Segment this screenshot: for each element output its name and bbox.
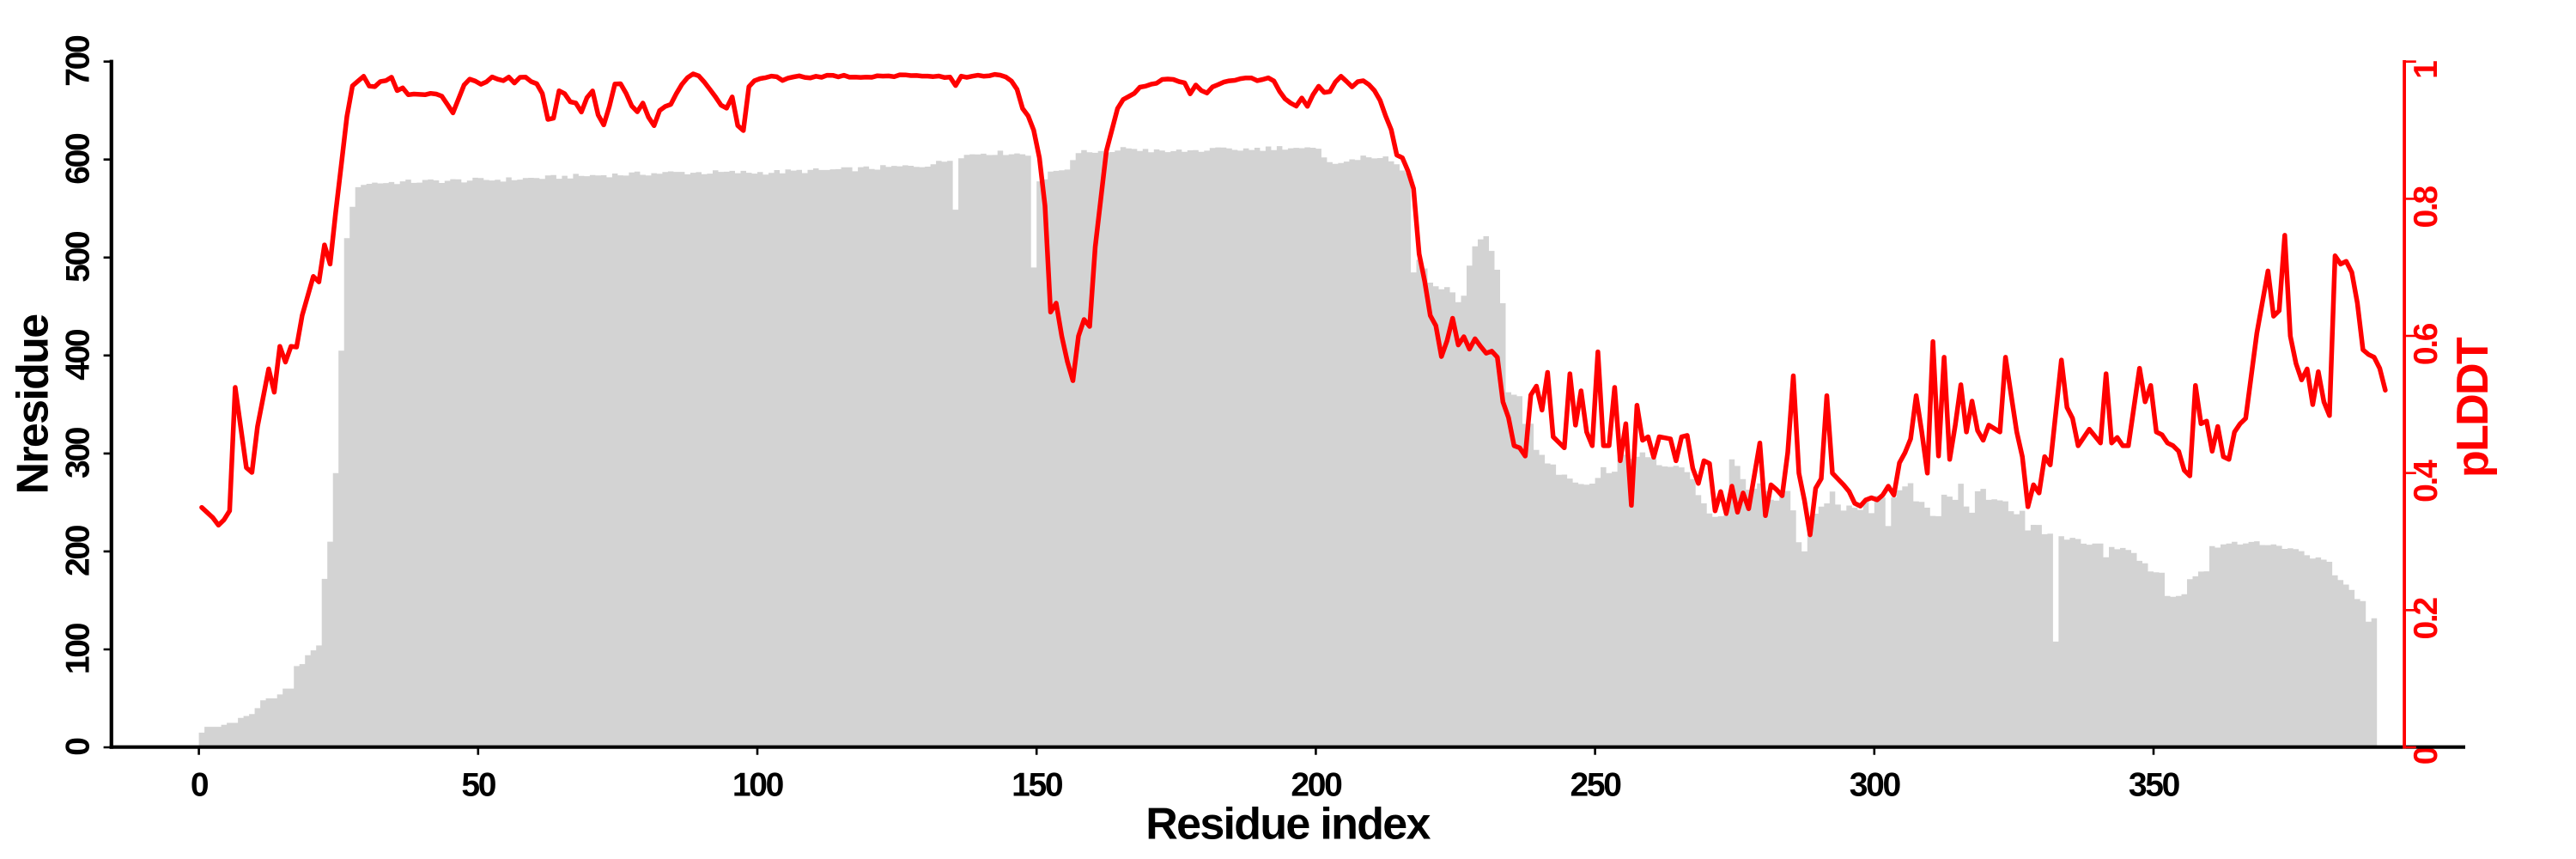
svg-text:0: 0 — [191, 766, 209, 803]
svg-text:100: 100 — [60, 623, 97, 674]
svg-text:0.2: 0.2 — [2408, 598, 2445, 640]
svg-text:Residue index: Residue index — [1145, 800, 1431, 850]
svg-text:500: 500 — [60, 231, 97, 283]
svg-text:Nresidue: Nresidue — [9, 314, 58, 495]
svg-text:pLDDT: pLDDT — [2448, 337, 2498, 478]
svg-text:1: 1 — [2408, 61, 2445, 79]
svg-text:300: 300 — [1850, 766, 1901, 803]
svg-text:0.6: 0.6 — [2408, 323, 2445, 365]
svg-text:150: 150 — [1012, 766, 1063, 803]
svg-text:50: 50 — [461, 766, 495, 803]
svg-text:0.4: 0.4 — [2408, 460, 2445, 503]
svg-text:400: 400 — [60, 329, 97, 381]
svg-text:200: 200 — [1291, 766, 1342, 803]
svg-text:0: 0 — [2408, 746, 2445, 765]
svg-text:0.8: 0.8 — [2408, 186, 2445, 228]
svg-text:0: 0 — [60, 738, 97, 756]
svg-text:350: 350 — [2129, 766, 2180, 803]
svg-text:600: 600 — [60, 133, 97, 185]
svg-text:250: 250 — [1571, 766, 1622, 803]
svg-text:300: 300 — [60, 427, 97, 478]
svg-text:700: 700 — [60, 35, 97, 87]
svg-text:100: 100 — [732, 766, 784, 803]
svg-text:200: 200 — [60, 525, 97, 576]
